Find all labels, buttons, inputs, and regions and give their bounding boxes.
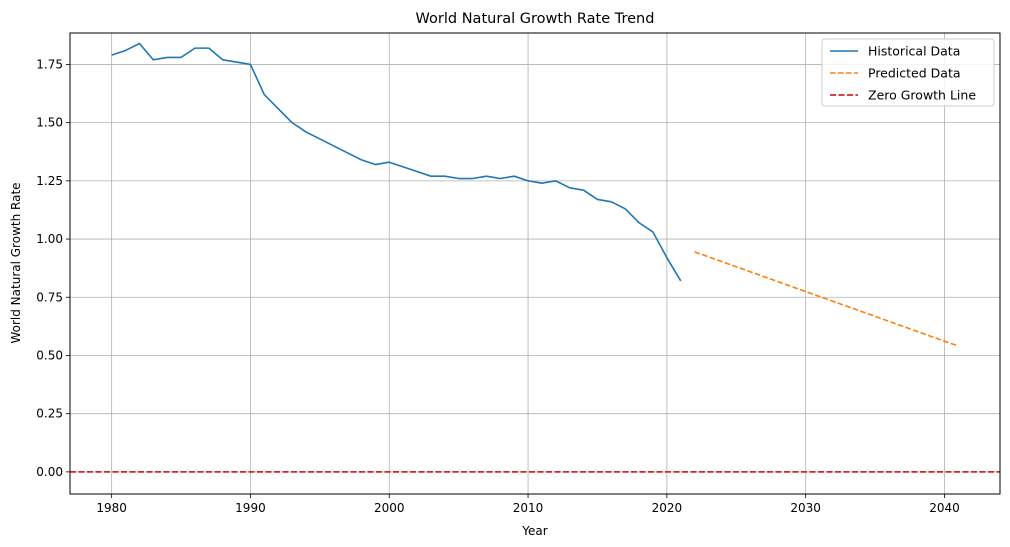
legend-label: Zero Growth Line	[868, 88, 976, 103]
legend-label: Predicted Data	[868, 66, 961, 81]
legend-box	[821, 38, 995, 107]
x-tick-label: 1990	[235, 501, 266, 515]
x-tick-label: 2010	[513, 501, 544, 515]
historical-data-line	[111, 42, 682, 282]
axis-ticks: 1980 1990 2000 2010 2020 2030 2040 0.00 0.25 0.50…	[36, 57, 959, 515]
legend: Historical Data Predicted Data Zero Growth…	[821, 38, 995, 107]
predicted-data-line	[694, 251, 959, 347]
plot-frame	[69, 32, 1001, 495]
plot-series	[70, 42, 1000, 473]
y-tick-label: 1.00	[36, 232, 63, 246]
y-tick-label: 1.25	[36, 174, 63, 188]
y-axis-label: World Natural Growth Rate	[9, 182, 23, 343]
grid-lines	[70, 33, 1000, 494]
y-tick-label: 0.50	[36, 348, 63, 362]
x-tick-label: 2040	[929, 501, 960, 515]
y-tick-label: 0.00	[36, 465, 63, 479]
y-tick-label: 1.75	[36, 57, 63, 71]
y-tick-label: 1.50	[36, 116, 63, 130]
legend-label: Historical Data	[868, 44, 960, 59]
x-tick-label: 2020	[652, 501, 683, 515]
x-axis-label: Year	[521, 524, 547, 538]
y-tick-label: 0.75	[36, 290, 63, 304]
x-tick-label: 2030	[790, 501, 821, 515]
x-tick-label: 1980	[96, 501, 127, 515]
y-tick-label: 0.25	[36, 407, 63, 421]
chart-title: World Natural Growth Rate Trend	[416, 11, 655, 27]
x-tick-label: 2000	[374, 501, 405, 515]
